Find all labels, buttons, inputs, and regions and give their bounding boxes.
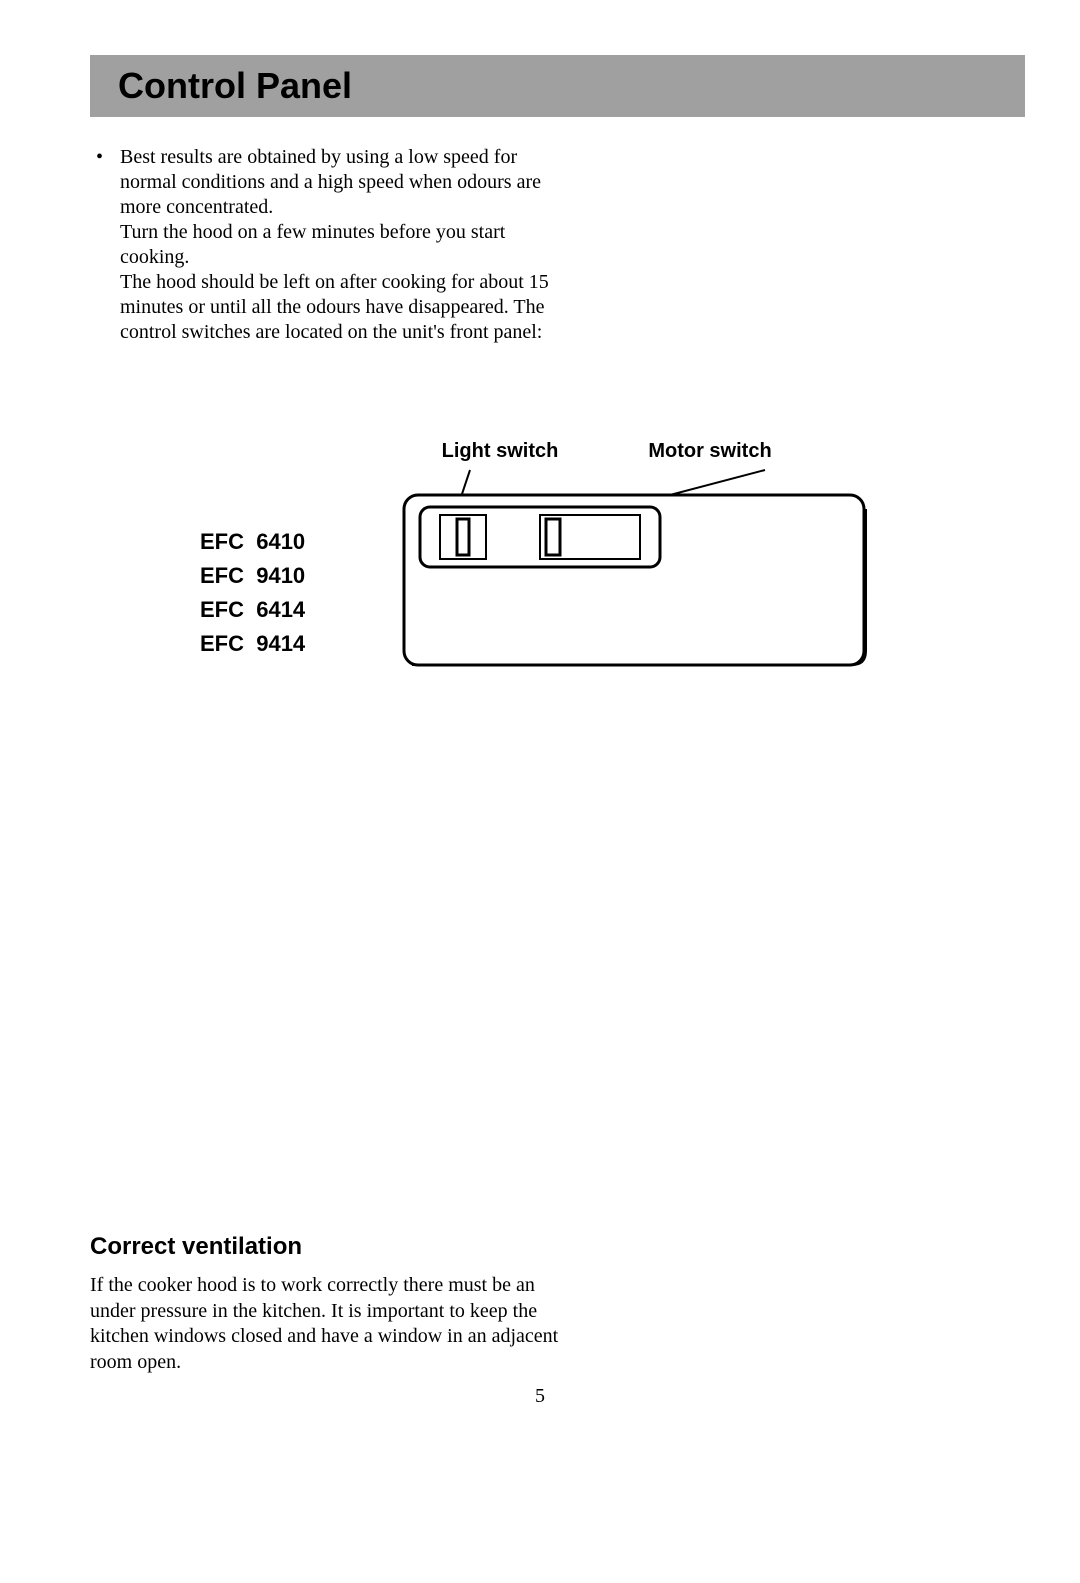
light-switch-label: Light switch [410,440,590,463]
intro-text: Best results are obtained by using a low… [120,145,566,345]
light-switch-rocker [457,519,469,555]
section-header-title: Control Panel [118,65,352,106]
motor-switch-slider [546,519,560,555]
model-numbers: EFC 6410EFC 9410EFC 6414EFC 9414 [200,525,305,661]
switch-labels-row: Light switch Motor switch [410,440,870,463]
page-number: 5 [0,1385,1080,1408]
section-header-bar: Control Panel [90,55,1025,117]
control-panel-diagram: Light switch Motor switch EFC 6410EFC 94… [200,425,900,685]
intro-bullet: • Best results are obtained by using a l… [96,145,566,345]
panel-illustration [400,465,880,685]
ventilation-section: Correct ventilation If the cooker hood i… [90,1233,560,1375]
motor-switch-label: Motor switch [610,440,810,463]
ventilation-body: If the cooker hood is to work correctly … [90,1273,560,1375]
bullet-marker: • [96,145,120,345]
ventilation-heading: Correct ventilation [90,1233,560,1261]
